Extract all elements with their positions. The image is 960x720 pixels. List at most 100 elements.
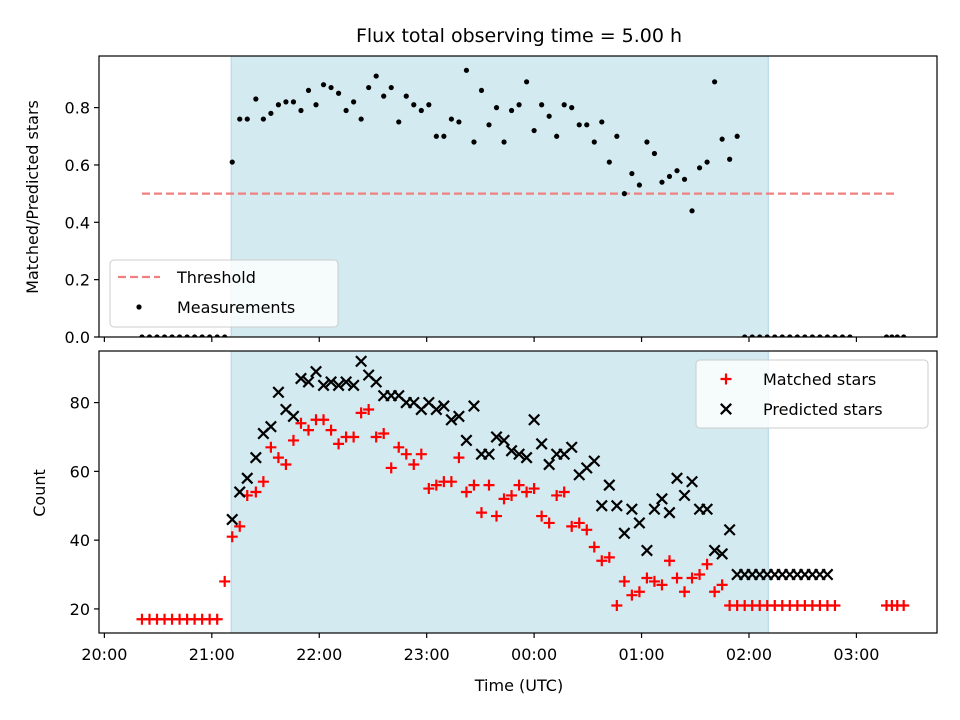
matched-stars-point — [355, 407, 367, 419]
matched-stars-point — [423, 483, 435, 495]
predicted-stars-point — [430, 403, 443, 416]
matched-stars-point — [385, 462, 397, 474]
measurements-point — [742, 334, 748, 337]
bottom-legend: Matched stars Predicted stars — [695, 359, 929, 429]
measurements-point — [244, 116, 250, 122]
predicted-stars-point — [505, 444, 518, 457]
matched-stars-point — [596, 555, 608, 567]
matched-stars-point — [829, 599, 841, 611]
measurements-point — [275, 102, 282, 108]
matched-stars-point — [716, 579, 728, 591]
matched-stars-point — [303, 424, 314, 436]
predicted-stars-point — [708, 544, 721, 557]
matched-stars-point — [287, 434, 299, 446]
predicted-stars-point — [528, 413, 541, 426]
legend-plus-swatch — [720, 373, 732, 385]
measurements-point — [139, 334, 145, 337]
matched-stars-point — [641, 572, 653, 584]
matched-stars-point — [453, 452, 465, 464]
matched-stars-point — [573, 517, 585, 529]
measurements-point — [366, 84, 372, 91]
predicted-stars-point — [325, 375, 338, 388]
measurements-point — [809, 334, 815, 337]
measurements-point — [471, 139, 477, 145]
matched-stars-point — [513, 479, 525, 491]
measurements-point — [894, 334, 900, 337]
matched-stars-point — [393, 441, 405, 453]
matched-stars-point — [226, 531, 238, 543]
matched-stars-point — [694, 569, 706, 581]
measurements-point — [546, 113, 552, 119]
measurements-point — [824, 334, 831, 337]
predicted-stars-point — [272, 386, 285, 399]
matched-stars-point — [536, 510, 548, 522]
predicted-stars-point — [513, 448, 526, 461]
predicted-stars-point — [233, 486, 246, 498]
measurements-point — [584, 122, 590, 128]
top-y-tick-label: 0.6 — [65, 156, 90, 175]
predicted-stars-point — [445, 413, 458, 426]
measurements-point — [335, 90, 342, 96]
predicted-stars-point — [625, 503, 638, 516]
measurements-point — [651, 150, 658, 157]
measurements-point — [403, 93, 409, 99]
predicted-stars-point — [460, 434, 473, 447]
measurements-point — [839, 334, 846, 337]
bottom-panel: 20:00 21:00 22:00 23:00 00:00 01:00 02:00 03:00… — [70, 350, 938, 664]
measurements-point — [666, 173, 673, 180]
predicted-stars-point — [678, 489, 691, 502]
measurements-point — [411, 102, 417, 108]
matched-stars-point — [626, 589, 638, 601]
matched-stars-point — [211, 613, 223, 625]
predicted-stars-point — [310, 365, 322, 378]
measurements-point — [418, 107, 424, 114]
measurements-point — [576, 122, 582, 128]
measurements-point — [290, 99, 297, 105]
predicted-stars-point — [452, 410, 465, 423]
matched-stars-point — [325, 424, 337, 436]
matched-stars-point — [491, 510, 503, 522]
measurements-point — [283, 99, 289, 105]
measurements-point — [614, 133, 620, 139]
predicted-stars-point — [302, 375, 315, 388]
measurements-point — [222, 334, 228, 337]
measurements-point — [554, 133, 560, 139]
measurements-point — [764, 334, 770, 337]
matched-stars-point — [348, 431, 360, 443]
measurements-point — [629, 170, 635, 177]
top-panel: 0.0 0.2 0.4 0.6 0.8 Threshold Measurements — [65, 55, 938, 347]
measurements-point — [757, 334, 763, 337]
bottom-y-tick-label: 60 — [70, 462, 90, 481]
bottom-y-tick-label: 20 — [70, 600, 90, 619]
matched-stars-point — [709, 586, 721, 598]
bottom-plot-area — [136, 355, 910, 625]
matched-stars-point — [257, 476, 269, 488]
measurements-point — [169, 334, 175, 337]
matched-stars-point — [460, 486, 472, 498]
x-tick-label: 03:00 — [833, 645, 879, 664]
predicted-stars-point — [483, 448, 495, 461]
measurements-point — [298, 107, 304, 114]
legend-threshold-label: Threshold — [176, 268, 256, 287]
bottom-axes-frame — [98, 350, 938, 634]
matched-stars-point — [663, 555, 675, 567]
matched-stars-point — [581, 524, 593, 536]
matched-stars-point — [543, 517, 555, 529]
x-tick-label: 01:00 — [618, 645, 664, 664]
predicted-stars-point — [317, 379, 330, 392]
matched-stars-point — [408, 458, 420, 470]
measurements-point — [794, 334, 800, 337]
measurements-point — [606, 159, 612, 165]
measurements-point — [727, 156, 733, 162]
measurements-point — [268, 110, 274, 116]
predicted-stars-point — [498, 434, 511, 447]
measurements-point — [772, 334, 778, 337]
matched-stars-point — [566, 520, 578, 532]
matched-stars-point — [415, 448, 427, 460]
measurements-point — [523, 79, 530, 85]
top-y-axis-label: Matched/Predicted stars — [23, 100, 42, 294]
x-tick-label: 22:00 — [296, 645, 342, 664]
predicted-stars-point — [340, 375, 353, 388]
legend-box — [109, 259, 339, 328]
